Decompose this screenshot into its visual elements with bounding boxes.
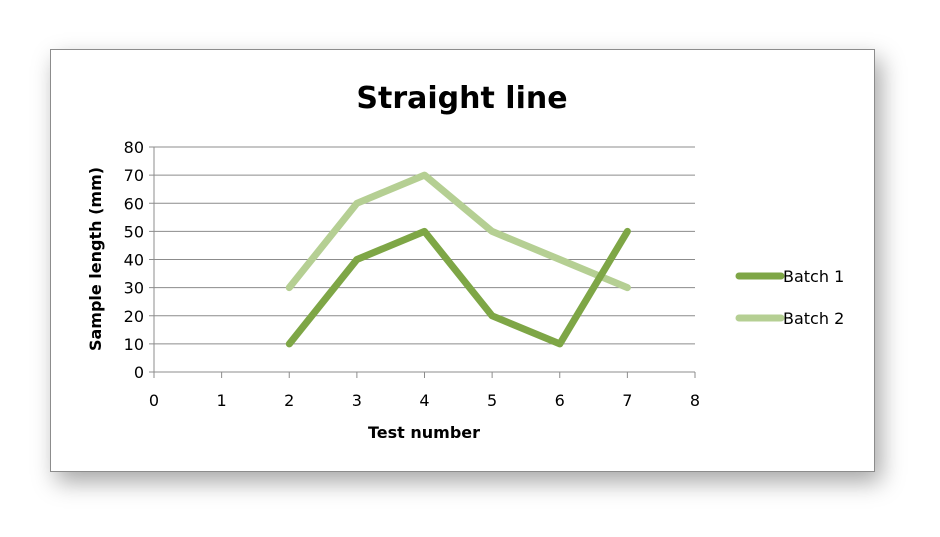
x-tick-label: 1 [217,391,227,410]
y-tick-label: 30 [124,279,144,298]
y-tick-label: 60 [124,194,144,213]
x-tick-label: 5 [487,391,497,410]
x-tick-label: 2 [284,391,294,410]
x-tick-label: 7 [622,391,632,410]
y-tick-label: 80 [124,138,144,157]
axes [149,146,696,378]
legend-label: Batch 1 [783,267,844,286]
y-tick-label: 50 [124,222,144,241]
line-chart: Straight line 0 10 20 30 40 50 60 70 80 0 1 2 3 4 5 6 7 8… [86,81,844,442]
series-line-1 [285,227,631,348]
series-lines [285,171,631,348]
y-tick-label: 0 [134,363,144,382]
x-tick-label: 6 [555,391,565,410]
chart-title: Straight line [356,81,567,116]
x-tick-label: 3 [352,391,362,410]
x-tick-label: 4 [419,391,429,410]
y-tick-label: 20 [124,307,144,326]
chart-area: Straight line 0 10 20 30 40 50 60 70 80 0 1 2 3 4 5 6 7 8… [50,49,875,472]
series-line-2 [285,171,631,292]
y-tick-label: 10 [124,335,144,354]
x-tick-label: 0 [149,391,159,410]
y-axis-title: Sample length (mm) [86,167,105,351]
legend-label: Batch 2 [783,309,844,328]
x-axis-title: Test number [368,423,480,442]
legend: Batch 1 Batch 2 [735,267,844,328]
y-tick-label: 40 [124,251,144,270]
y-tick-label: 70 [124,166,144,185]
tick-labels: 0 10 20 30 40 50 60 70 80 0 1 2 3 4 5 6 7 8 [124,138,700,410]
x-tick-label: 8 [690,391,700,410]
